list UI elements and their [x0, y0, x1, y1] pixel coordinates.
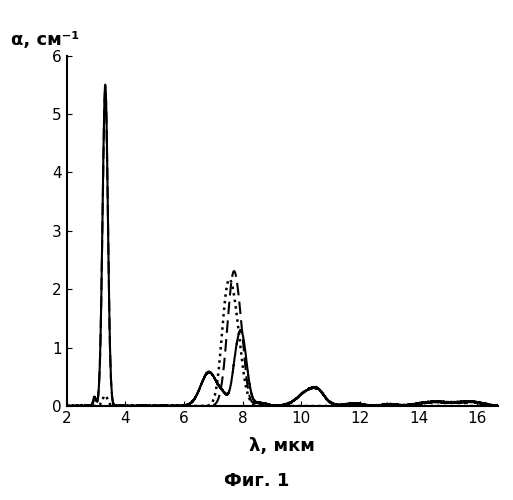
Text: Фиг. 1: Фиг. 1 [224, 472, 289, 490]
Text: α, см⁻¹: α, см⁻¹ [11, 30, 79, 48]
X-axis label: λ, мкм: λ, мкм [249, 437, 315, 455]
